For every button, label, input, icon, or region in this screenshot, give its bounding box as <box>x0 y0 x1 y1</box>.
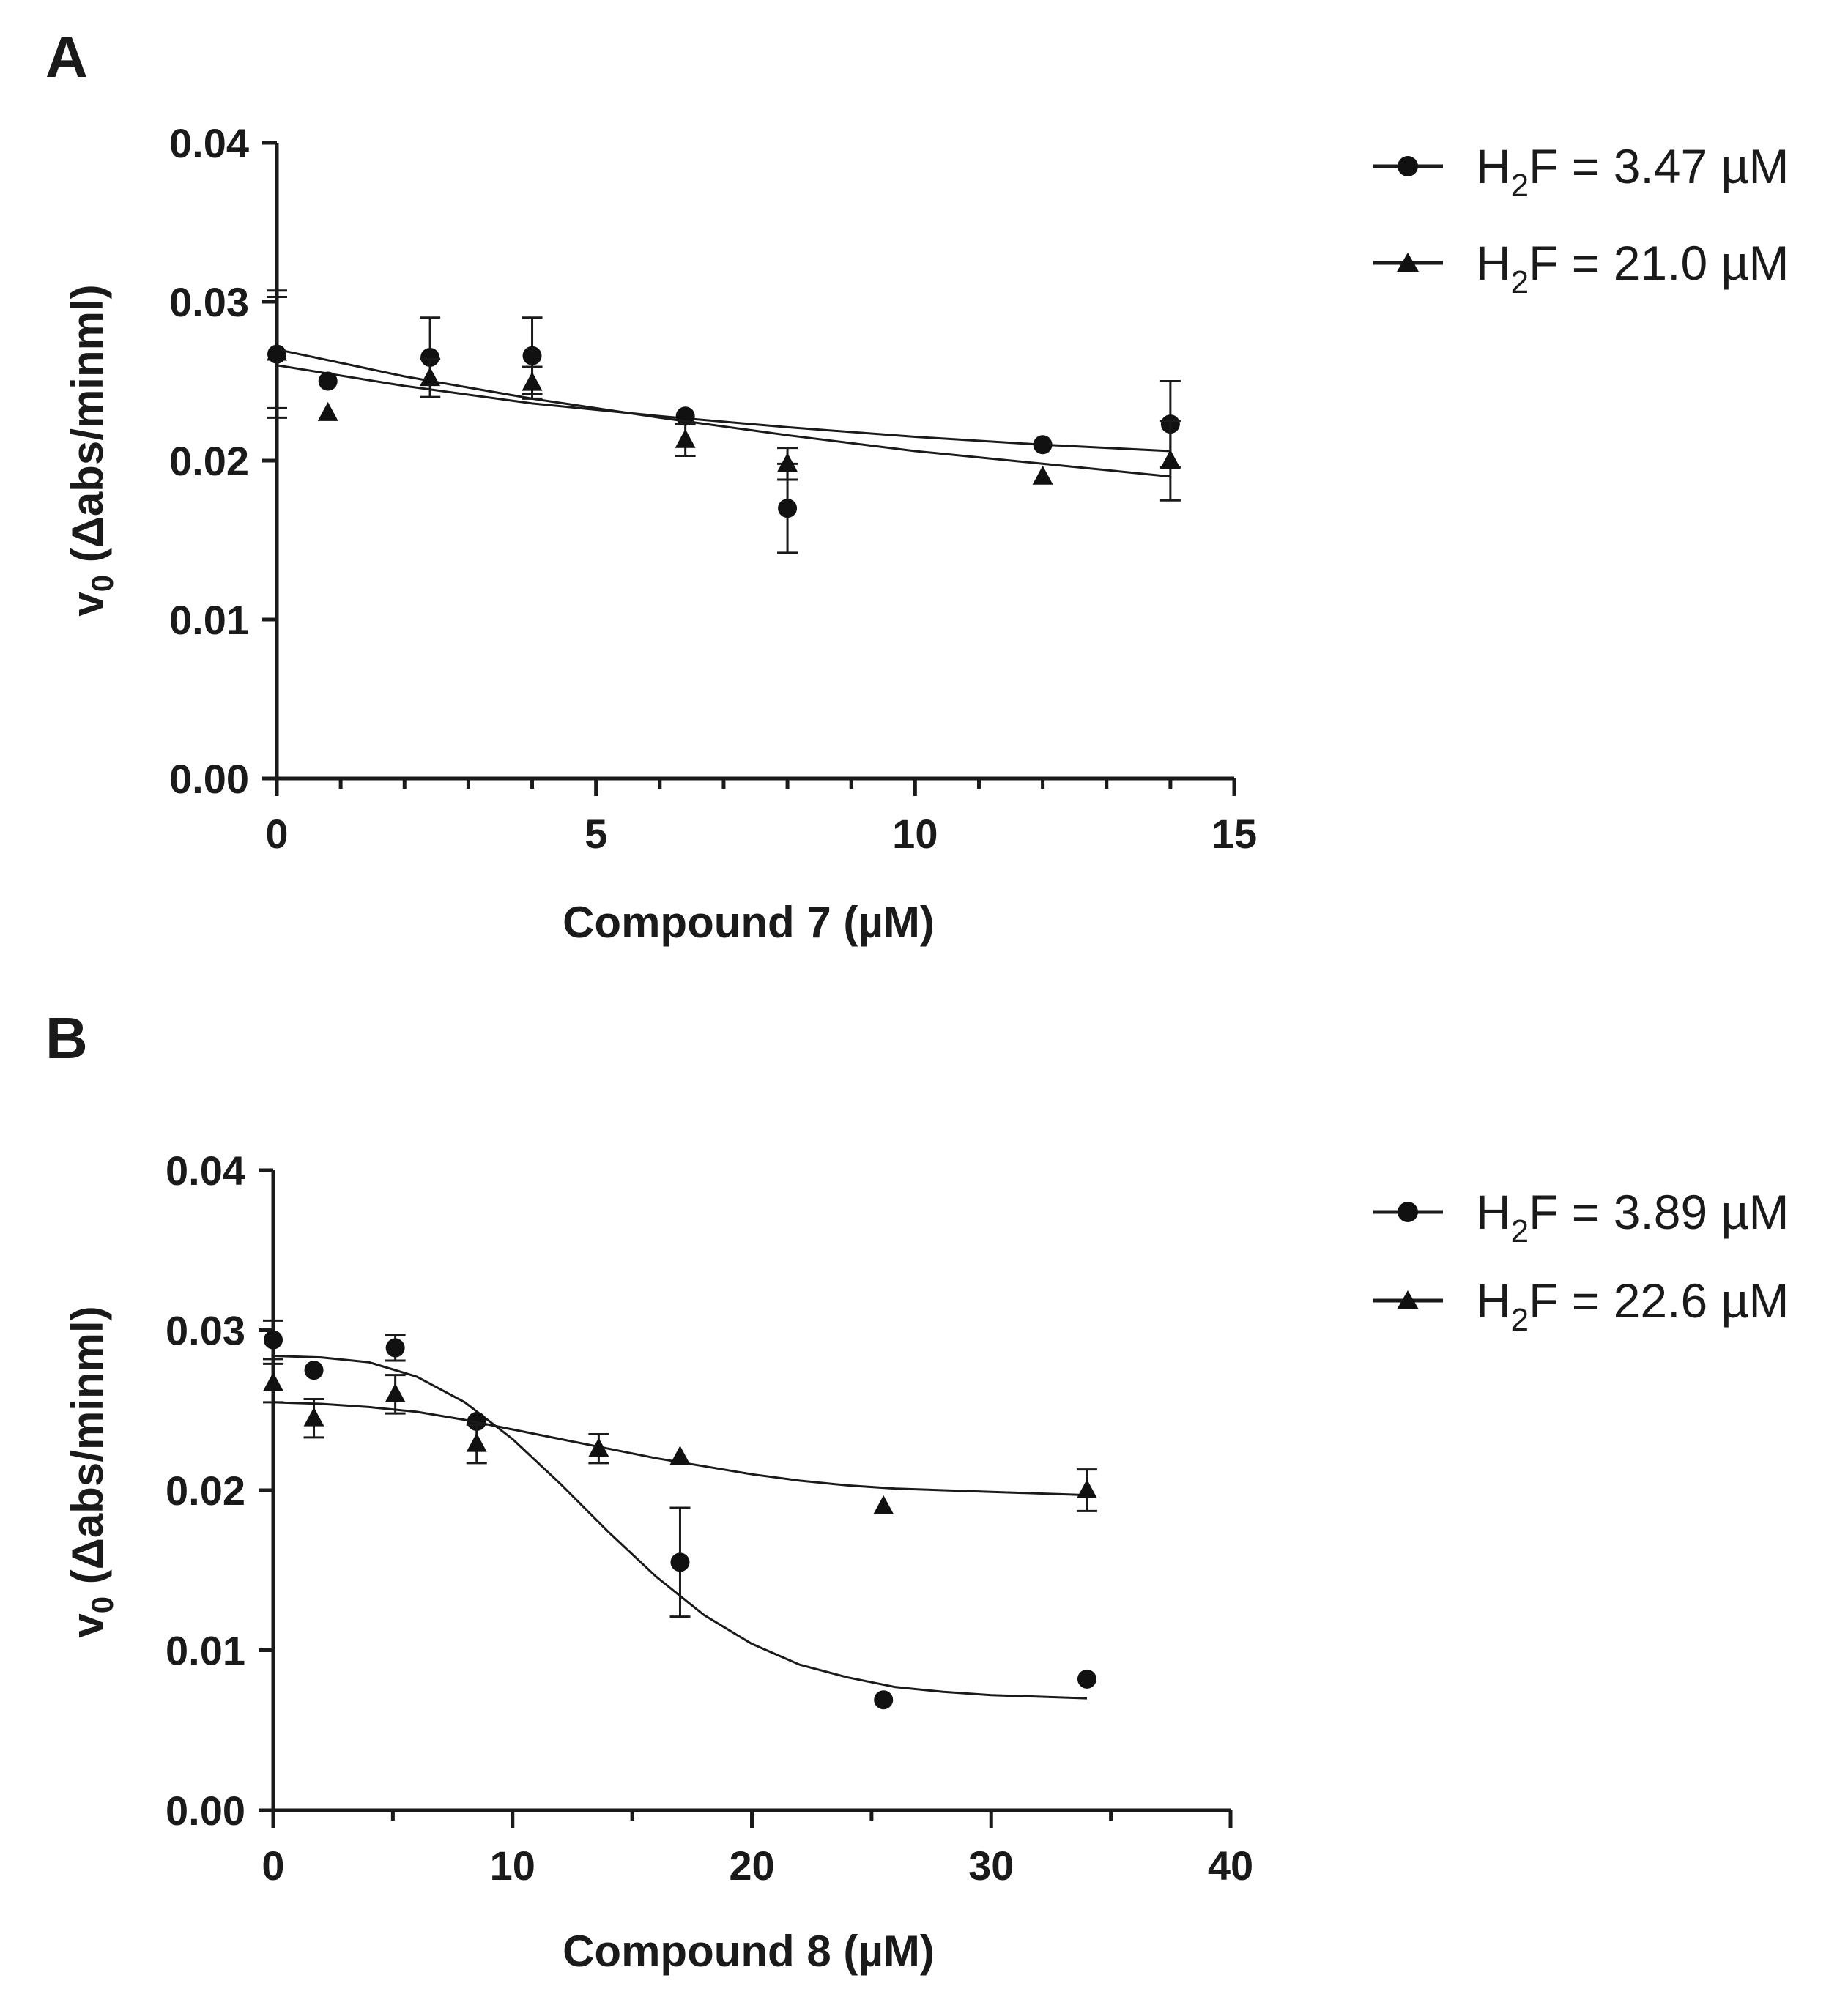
data-point-triangle <box>385 1383 406 1402</box>
panel-a-ticks: 0.00 0.01 0.02 0.03 0.04 0 5 10 15 <box>169 120 1257 857</box>
data-point-triangle <box>263 1372 283 1391</box>
data-point-circle <box>318 371 338 391</box>
data-point-triangle <box>1076 1479 1097 1498</box>
data-point-triangle <box>669 1446 691 1465</box>
data-point-triangle <box>267 341 287 361</box>
y-tick-label: 0.01 <box>166 1628 245 1674</box>
x-tick-label: 0 <box>265 811 288 857</box>
data-point-circle <box>874 1690 894 1710</box>
y-tick-label: 0.04 <box>166 1148 245 1194</box>
x-tick-label: 40 <box>1208 1842 1253 1889</box>
data-point-circle <box>304 1361 324 1380</box>
legend-circle-marker <box>1398 156 1418 176</box>
y-tick-label: 0.01 <box>169 597 249 643</box>
y-tick-label: 0.02 <box>169 438 249 484</box>
legend-label: H2F = 21.0 µM <box>1476 236 1789 300</box>
data-point-triangle <box>1032 465 1053 485</box>
data-point-circle <box>264 1330 283 1350</box>
fit-curve-circle <box>276 364 1170 453</box>
panel-b-y-axis-label: v0 (Δabs/minml) <box>63 1306 119 1637</box>
data-point-triangle <box>1159 450 1181 469</box>
panel-b-letter: B <box>45 1005 88 1071</box>
y-tick-label: 0.00 <box>169 756 249 802</box>
data-point-triangle <box>873 1495 894 1514</box>
x-tick-label: 10 <box>892 811 938 857</box>
legend-label: H2F = 3.89 µM <box>1476 1185 1789 1249</box>
x-tick-label: 10 <box>490 1842 535 1889</box>
data-point-triangle <box>317 401 338 421</box>
y-tick-label: 0.03 <box>166 1308 245 1354</box>
y-tick-label: 0.02 <box>166 1468 245 1514</box>
data-point-triangle <box>303 1407 324 1427</box>
panel-a-y-axis-label: v0 (Δabs/minml) <box>63 284 119 616</box>
y-tick-label: 0.04 <box>169 120 249 166</box>
panel-b-ticks: 0.00 0.01 0.02 0.03 0.04 0 10 20 30 40 <box>166 1148 1253 1889</box>
legend-label: H2F = 3.47 µM <box>1476 139 1789 204</box>
y-tick-label: 0.03 <box>169 279 249 325</box>
legend-triangle-marker <box>1397 1290 1419 1309</box>
y-tick-label: 0.00 <box>166 1788 245 1834</box>
legend-item: H2F = 3.89 µM <box>1373 1185 1789 1249</box>
data-point-circle <box>1077 1669 1096 1689</box>
data-point-triangle <box>588 1438 609 1457</box>
data-point-circle <box>670 1552 690 1572</box>
panel-a-plot-area <box>267 289 1181 554</box>
panel-a-legend: H2F = 3.47 µM H2F = 21.0 µM <box>1373 139 1789 300</box>
panel-b-legend: H2F = 3.89 µM H2F = 22.6 µM <box>1373 1185 1789 1338</box>
panel-b: B v0 (Δabs/minml) Compound 8 (µM) 0.000.… <box>45 1005 1789 1976</box>
data-point-triangle <box>420 367 441 387</box>
data-point-triangle <box>522 371 543 391</box>
x-tick-label: 0 <box>261 1842 284 1889</box>
panel-b-plot-area <box>263 1319 1097 1710</box>
data-point-triangle <box>466 1432 487 1452</box>
data-point-circle <box>1033 435 1053 455</box>
data-point-triangle <box>777 453 798 472</box>
legend-item: H2F = 21.0 µM <box>1373 236 1789 300</box>
data-point-triangle <box>675 428 696 448</box>
legend-item: H2F = 22.6 µM <box>1373 1273 1789 1338</box>
data-point-circle <box>522 346 542 365</box>
x-tick-label: 20 <box>729 1842 774 1889</box>
x-tick-label: 5 <box>585 811 607 857</box>
data-point-circle <box>778 499 798 518</box>
legend-triangle-marker <box>1397 253 1419 272</box>
panel-a-x-axis-label: Compound 7 (µM) <box>563 898 935 947</box>
legend-circle-marker <box>1398 1202 1418 1222</box>
legend-label: H2F = 22.6 µM <box>1476 1273 1789 1338</box>
data-point-circle <box>385 1338 405 1358</box>
x-tick-label: 15 <box>1211 811 1257 857</box>
x-tick-label: 30 <box>968 1842 1014 1889</box>
fit-curve-triangle <box>276 348 1171 478</box>
panel-b-x-axis-label: Compound 8 (µM) <box>563 1927 935 1976</box>
panel-a: A v0 (Δabs/minml) Compound 7 (µM) 0.000.… <box>45 24 1789 947</box>
legend-item: H2F = 3.47 µM <box>1373 139 1789 204</box>
data-point-circle <box>420 347 440 367</box>
panel-a-letter: A <box>45 24 88 89</box>
